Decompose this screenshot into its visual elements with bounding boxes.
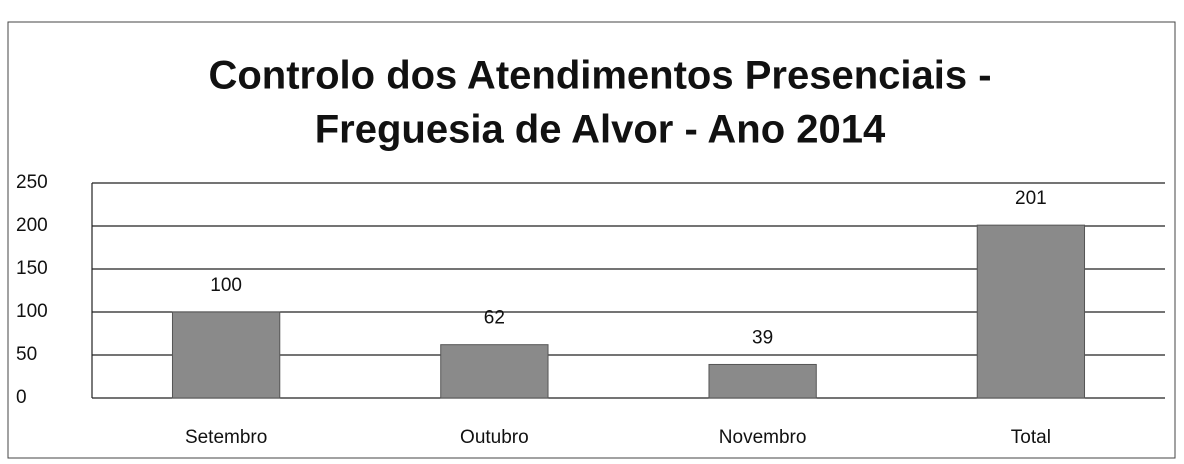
y-tick-label: 100 [16, 301, 48, 322]
chart-title: Controlo dos Atendimentos Presenciais - [208, 54, 991, 98]
x-tick-label: Total [1011, 427, 1051, 448]
x-tick-label: Novembro [719, 427, 807, 448]
x-tick-label: Outubro [460, 427, 529, 448]
data-label: 100 [210, 275, 242, 296]
data-label: 62 [484, 308, 505, 329]
bar [171, 311, 281, 399]
y-tick-label: 250 [16, 172, 48, 193]
chart-title: Freguesia de Alvor - Ano 2014 [315, 108, 886, 152]
chart-frame [7, 21, 1176, 459]
data-label: 201 [1015, 188, 1047, 209]
data-label: 39 [752, 327, 773, 348]
y-tick-label: 150 [16, 258, 48, 279]
bar [976, 224, 1086, 399]
bar [440, 344, 549, 399]
bar [708, 363, 817, 399]
y-tick-label: 50 [16, 344, 37, 365]
y-tick-label: 200 [16, 215, 48, 236]
x-tick-label: Setembro [185, 427, 267, 448]
y-tick-label: 0 [16, 387, 27, 408]
